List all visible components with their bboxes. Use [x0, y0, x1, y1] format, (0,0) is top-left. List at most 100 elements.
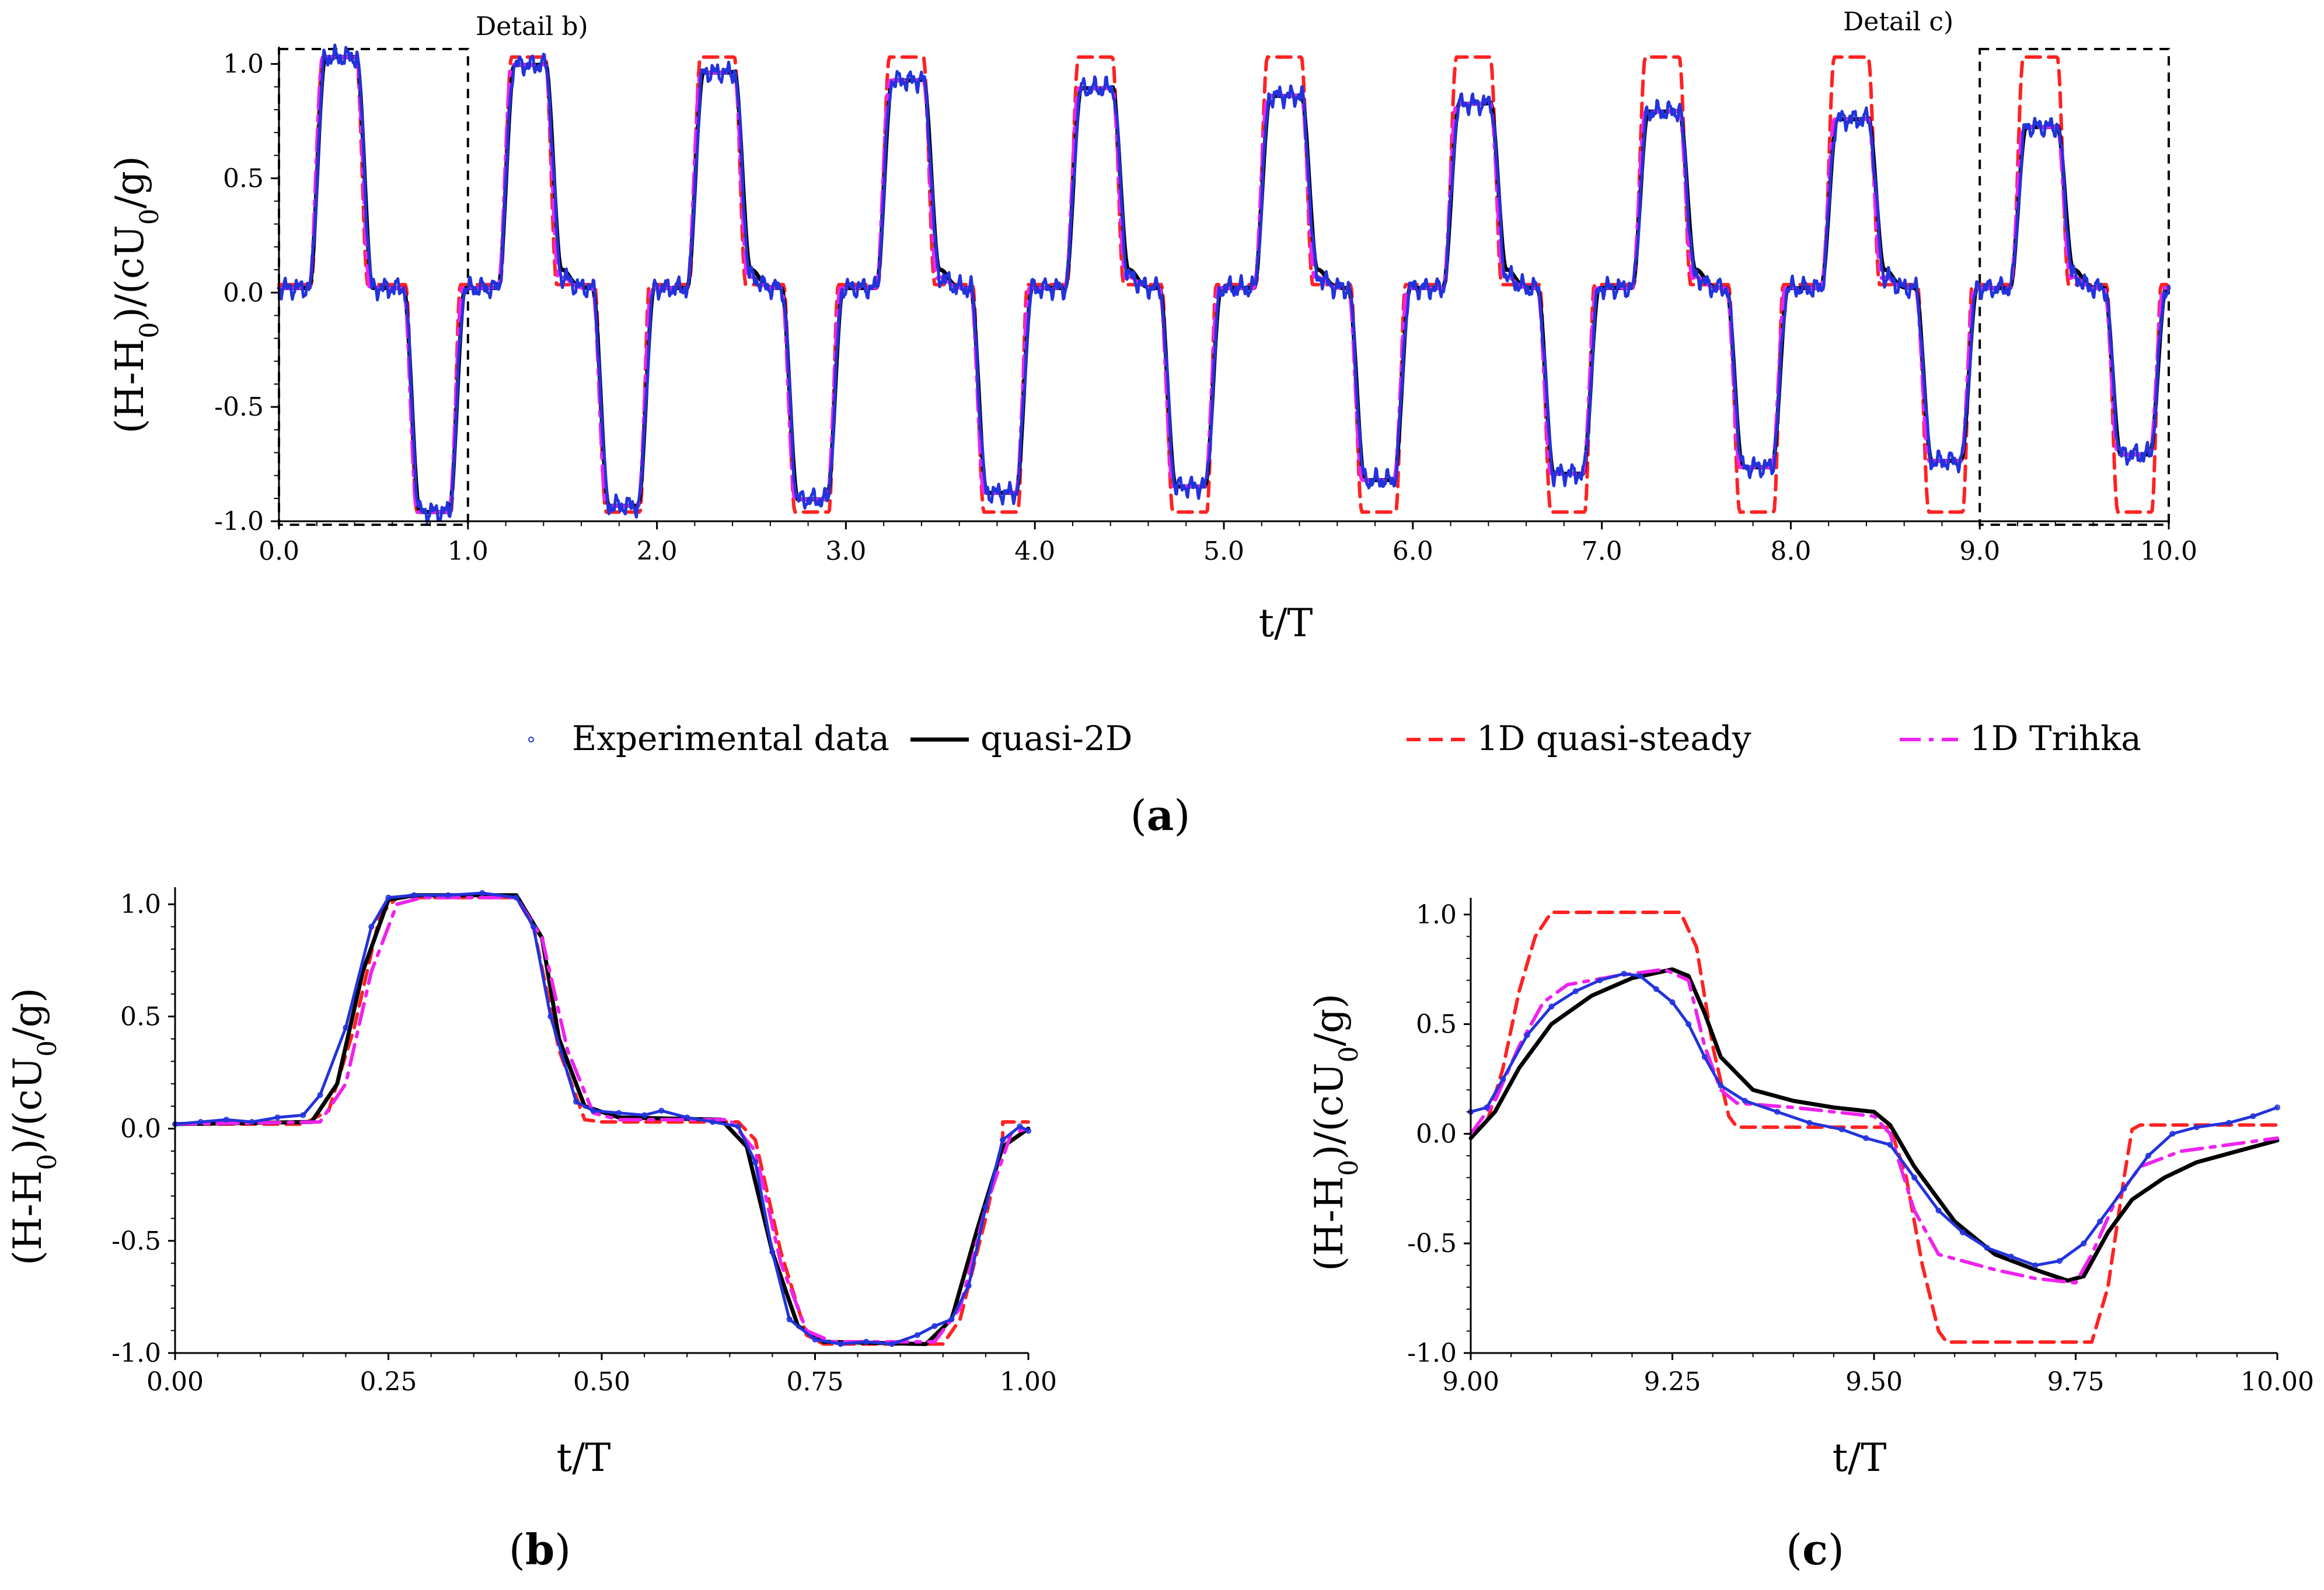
x-tick-label: 9.00 [1442, 1367, 1499, 1397]
experimental-point [1597, 977, 1603, 984]
legend-item: Experimental data [528, 719, 889, 758]
y-tick-label: -0.5 [214, 392, 264, 422]
y-tick-label: 1.0 [1416, 900, 1457, 930]
legend-label: Experimental data [572, 719, 889, 758]
legend-label: 1D Trihka [1970, 719, 2141, 758]
panel-a-series [277, 43, 2171, 524]
x-tick-label: 6.0 [1393, 536, 1433, 566]
x-tick-label: 9.25 [1644, 1367, 1701, 1397]
y-tick-label: 0.5 [223, 163, 264, 193]
experimental-point [948, 1316, 955, 1323]
experimental-point [274, 1114, 281, 1121]
series-1d-quasi-steady [277, 55, 2171, 514]
panel-b-label: (b) [509, 1525, 571, 1574]
panel-b-xlabel: t/T [557, 1435, 611, 1480]
legend-item: 1D quasi-steady [1407, 719, 1751, 758]
experimental-point [1000, 1136, 1006, 1143]
y-tick-label: 1.0 [120, 890, 161, 919]
experimental-point [2193, 1124, 2200, 1131]
experimental-point [1686, 1021, 1692, 1027]
experimental-point [590, 1107, 596, 1114]
series-1d-quasi-steady [1469, 911, 2279, 1344]
experimental-point [197, 1119, 204, 1125]
detail-b-label: Detail b) [476, 12, 588, 41]
experimental-point [1742, 1098, 1748, 1104]
x-tick-label: 1.00 [1000, 1367, 1057, 1397]
series-1d-trihka [1469, 967, 2279, 1285]
experimental-point [343, 1024, 349, 1031]
experimental-point [2145, 1153, 2151, 1159]
experimental-point [2081, 1240, 2087, 1247]
experimental-point [2169, 1131, 2176, 1137]
experimental-point [2032, 1262, 2039, 1268]
x-tick-label: 0.0 [259, 536, 299, 566]
experimental-point [2250, 1113, 2256, 1120]
experimental-point [2226, 1120, 2232, 1126]
experimental-point [411, 892, 417, 898]
experimental-point [2008, 1253, 2014, 1260]
experimental-point [684, 1114, 690, 1121]
y-tick-label: 0.0 [223, 278, 264, 308]
experimental-point [1653, 986, 1659, 992]
experimental-point [300, 1112, 306, 1118]
y-tick-label: -0.5 [111, 1226, 161, 1256]
experimental-point [1500, 1076, 1506, 1082]
experimental-point [531, 923, 536, 930]
experimental-point [317, 1092, 323, 1098]
chart-panel-a: 0.0 1.0 2.0 3.0 4.0 5.0 6.0 7.0 8.0 9.0 10.0 1.0 0.5… [107, 7, 2197, 646]
x-tick-label: 2.0 [637, 536, 678, 566]
experimental-point [1025, 1128, 1031, 1134]
panel-c-series [1468, 911, 2280, 1344]
panel-b-axes: 0.00 0.25 0.50 0.75 1.00 1.0 0.5 0.0 -0.5 -1.0 [111, 887, 1057, 1397]
panel-a-xlabel: t/T [1259, 601, 1313, 646]
experimental-point [368, 923, 375, 930]
legend-item: quasi-2D [910, 719, 1132, 758]
experimental-point [1838, 1126, 1845, 1132]
experimental-point [982, 1204, 989, 1211]
experimental-point [249, 1119, 255, 1125]
y-tick-label: 0.0 [120, 1114, 161, 1144]
experimental-point [573, 1099, 580, 1105]
experimental-point [1572, 988, 1579, 995]
x-tick-label: 0.25 [360, 1367, 417, 1397]
y-tick-label: 1.0 [223, 50, 264, 79]
experimental-point [513, 894, 519, 901]
experimental-point [1935, 1207, 1942, 1214]
experimental-point [641, 1112, 648, 1118]
experimental-point [931, 1323, 938, 1329]
legend-item: 1D Trihka [1900, 719, 2141, 758]
series-quasi-2d [1468, 967, 2280, 1283]
x-tick-label: 4.0 [1014, 536, 1055, 566]
x-tick-label: 1.0 [448, 536, 488, 566]
experimental-point [1621, 971, 1627, 977]
experimental-point [914, 1332, 920, 1338]
experimental-point [223, 1117, 229, 1123]
experimental-point [1637, 973, 1643, 979]
x-tick-label: 5.0 [1203, 536, 1244, 566]
experimental-point [1887, 1142, 1893, 1148]
detail-c-label: Detail c) [1843, 7, 1953, 37]
x-tick-label: 0.75 [787, 1367, 844, 1397]
x-tick-label: 8.0 [1770, 536, 1811, 566]
experimental-point [547, 1013, 554, 1020]
experimental-point [1984, 1244, 1990, 1251]
experimental-point [2097, 1218, 2103, 1225]
experimental-point [1774, 1108, 1781, 1115]
experimental-point [710, 1119, 716, 1125]
panel-c-axes: 9.00 9.25 9.50 9.75 10.00 1.0 0.5 0.0 -0.5 -1.0 [1407, 898, 2314, 1397]
panel-c-xlabel: t/T [1833, 1435, 1887, 1480]
panel-b-ylabel: (H-H0)/(cU0/g) [5, 988, 62, 1265]
experimental-point [385, 894, 392, 901]
experimental-point [786, 1316, 793, 1323]
chart-panel-c: 9.00 9.25 9.50 9.75 10.00 1.0 0.5 0.0 -0.5 -1.0 t… [1307, 898, 2314, 1480]
experimental-point [838, 1341, 844, 1347]
experimental-point [616, 1110, 622, 1116]
experimental-point [1669, 999, 1676, 1005]
experimental-point [1863, 1135, 1869, 1141]
experimental-point [2274, 1104, 2280, 1111]
x-tick-label: 9.50 [1845, 1367, 1903, 1397]
experimental-point [2056, 1258, 2063, 1264]
experimental-point [445, 892, 451, 898]
y-tick-label: 0.5 [1416, 1010, 1457, 1040]
